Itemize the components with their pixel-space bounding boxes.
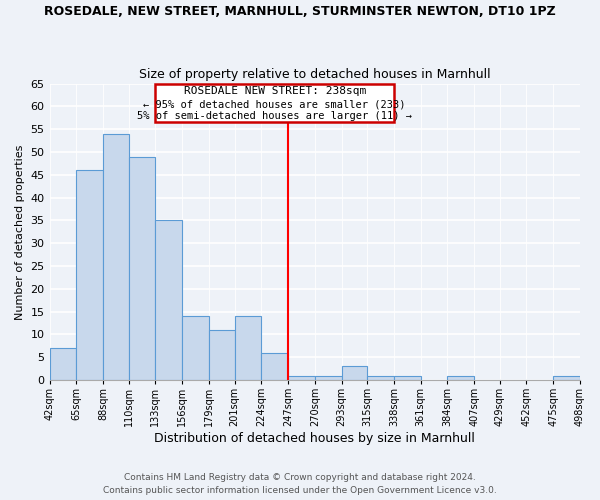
Bar [288,376,315,380]
Bar [448,376,474,380]
Bar [394,376,421,380]
Bar [182,316,209,380]
Text: ROSEDALE, NEW STREET, MARNHULL, STURMINSTER NEWTON, DT10 1PZ: ROSEDALE, NEW STREET, MARNHULL, STURMINS… [44,5,556,18]
FancyBboxPatch shape [155,84,394,122]
Bar [50,348,76,380]
Title: Size of property relative to detached houses in Marnhull: Size of property relative to detached ho… [139,68,491,81]
Bar [103,134,128,380]
Bar [128,156,155,380]
Text: ROSEDALE NEW STREET: 238sqm: ROSEDALE NEW STREET: 238sqm [184,86,366,96]
Bar [553,376,580,380]
Bar [261,352,288,380]
Bar [341,366,367,380]
Text: ← 95% of detached houses are smaller (233): ← 95% of detached houses are smaller (23… [143,100,406,110]
Bar [155,220,182,380]
Bar [76,170,103,380]
Text: Contains HM Land Registry data © Crown copyright and database right 2024.
Contai: Contains HM Land Registry data © Crown c… [103,474,497,495]
Bar [209,330,235,380]
Bar [315,376,341,380]
Text: 5% of semi-detached houses are larger (11) →: 5% of semi-detached houses are larger (1… [137,111,412,121]
Bar [367,376,394,380]
X-axis label: Distribution of detached houses by size in Marnhull: Distribution of detached houses by size … [154,432,475,445]
Y-axis label: Number of detached properties: Number of detached properties [15,144,25,320]
Bar [235,316,261,380]
